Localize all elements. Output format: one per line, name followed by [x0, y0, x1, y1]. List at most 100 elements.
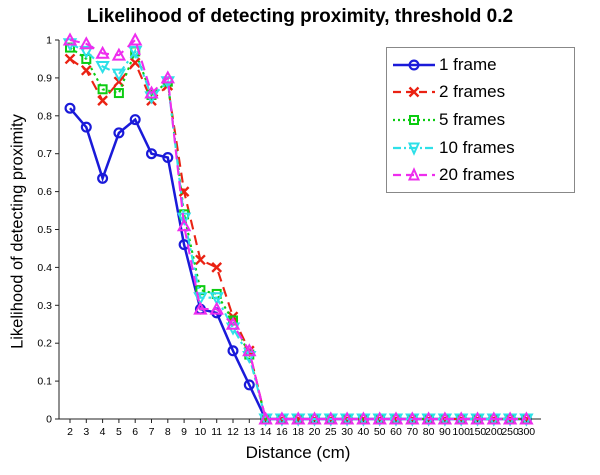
- marker-triangle-up: [291, 411, 306, 425]
- legend-item-1-frame: 1 frame: [391, 52, 570, 78]
- marker-triangle-up: [209, 301, 224, 315]
- legend-item-2-frames: 2 frames: [391, 79, 570, 105]
- marker-triangle-up: [454, 411, 469, 425]
- legend-label: 2 frames: [439, 82, 506, 102]
- marker-triangle-up: [388, 411, 404, 425]
- marker-x: [408, 86, 420, 98]
- marker-circle: [408, 59, 420, 71]
- marker-triangle-up: [437, 411, 453, 425]
- legend-label: 10 frames: [439, 137, 515, 157]
- legend-sample: [393, 114, 435, 125]
- marker-circle: [146, 148, 158, 160]
- marker-square: [409, 114, 419, 125]
- marker-circle: [97, 172, 109, 184]
- series-line: [69, 38, 527, 421]
- marker-circle: [162, 151, 174, 163]
- x-tick-label: 2: [67, 426, 73, 438]
- legend-item-5-frames: 5 frames: [391, 107, 570, 133]
- marker-triangle-up: [225, 316, 241, 330]
- legend-item-10-frames: 10 frames: [391, 135, 570, 161]
- x-tick-label: 20: [309, 426, 321, 438]
- y-tick-label: 1: [46, 35, 52, 47]
- x-tick-label: 10: [195, 426, 207, 438]
- x-tick-label: 18: [292, 426, 304, 438]
- x-tick-label: 11: [211, 426, 222, 438]
- marker-triangle-down: [407, 142, 421, 156]
- marker-triangle-up: [193, 301, 208, 315]
- marker-x: [80, 64, 92, 76]
- marker-triangle-up: [486, 411, 501, 425]
- marker-triangle-up: [470, 411, 485, 425]
- marker-circle: [243, 379, 255, 391]
- marker-x: [97, 95, 108, 106]
- x-tick-label: 90: [439, 426, 451, 438]
- y-tick-label: 0.2: [37, 338, 52, 350]
- x-tick-label: 40: [358, 426, 370, 438]
- marker-triangle-down: [95, 61, 110, 75]
- marker-x: [195, 254, 206, 266]
- marker-x: [178, 186, 190, 197]
- x-axis-label: Distance (cm): [245, 443, 351, 462]
- chart-title: Likelihood of detecting proximity, thres…: [86, 6, 514, 27]
- legend-sample: [393, 86, 435, 98]
- marker-triangle-down: [111, 68, 127, 82]
- legend-item-20-frames: 20 frames: [391, 162, 570, 188]
- marker-triangle-up: [307, 411, 322, 425]
- x-tick-label: 60: [390, 426, 402, 438]
- y-tick-label: 0.7: [37, 148, 52, 160]
- marker-triangle-up: [95, 45, 110, 59]
- marker-x: [64, 53, 76, 65]
- y-tick-label: 0.1: [37, 376, 52, 388]
- x-tick-label: 14: [260, 426, 272, 438]
- x-tick-label: 16: [276, 426, 288, 438]
- x-tick-label: 12: [227, 426, 239, 438]
- legend: 1 frame 2 frames 5 frames 10 frames 20 frame…: [386, 47, 575, 193]
- legend-label: 20 frames: [439, 165, 515, 185]
- x-tick-label: 4: [100, 426, 106, 438]
- x-tick-label: 30: [341, 426, 353, 438]
- marker-triangle-up: [144, 85, 159, 99]
- marker-triangle-up: [407, 167, 421, 181]
- marker-triangle-up: [258, 411, 273, 425]
- marker-triangle-up: [242, 343, 257, 357]
- marker-triangle-up: [502, 411, 518, 425]
- marker-x: [211, 262, 223, 273]
- x-tick-label: 300: [518, 426, 536, 438]
- y-tick-label: 0: [46, 414, 52, 426]
- y-tick-label: 0.8: [37, 110, 52, 122]
- marker-triangle-up: [519, 411, 534, 425]
- marker-triangle-up: [62, 32, 78, 46]
- y-tick-label: 0.9: [37, 72, 52, 84]
- marker-triangle-down: [79, 45, 94, 59]
- legend-sample: [393, 59, 435, 71]
- marker-triangle-up: [79, 36, 94, 50]
- marker-triangle-up: [372, 411, 387, 425]
- series-20-frames: [62, 32, 534, 425]
- marker-triangle-up: [356, 411, 371, 425]
- marker-triangle-up: [274, 411, 290, 425]
- marker-triangle-down: [176, 212, 192, 226]
- marker-triangle-down: [209, 292, 224, 306]
- marker-triangle-up: [339, 411, 355, 425]
- x-tick-label: 6: [132, 426, 138, 438]
- y-tick-label: 0.3: [37, 300, 52, 312]
- x-tick-label: 250: [501, 426, 519, 438]
- marker-triangle-up: [323, 411, 338, 425]
- marker-triangle-up: [421, 411, 436, 425]
- x-tick-label: 80: [423, 426, 435, 438]
- marker-triangle-up: [405, 411, 420, 425]
- marker-triangle-up: [176, 218, 192, 232]
- marker-square: [97, 84, 108, 95]
- x-tick-label: 100: [452, 426, 470, 438]
- marker-triangle-up: [128, 32, 143, 46]
- y-tick-label: 0.5: [37, 224, 52, 236]
- marker-circle: [80, 121, 92, 133]
- x-tick-label: 70: [406, 426, 418, 438]
- marker-triangle-up: [111, 47, 127, 61]
- marker-circle: [227, 345, 239, 357]
- y-tick-label: 0.6: [37, 186, 52, 198]
- x-tick-label: 50: [374, 426, 386, 438]
- x-tick-label: 7: [149, 426, 155, 438]
- x-tick-label: 9: [181, 426, 187, 438]
